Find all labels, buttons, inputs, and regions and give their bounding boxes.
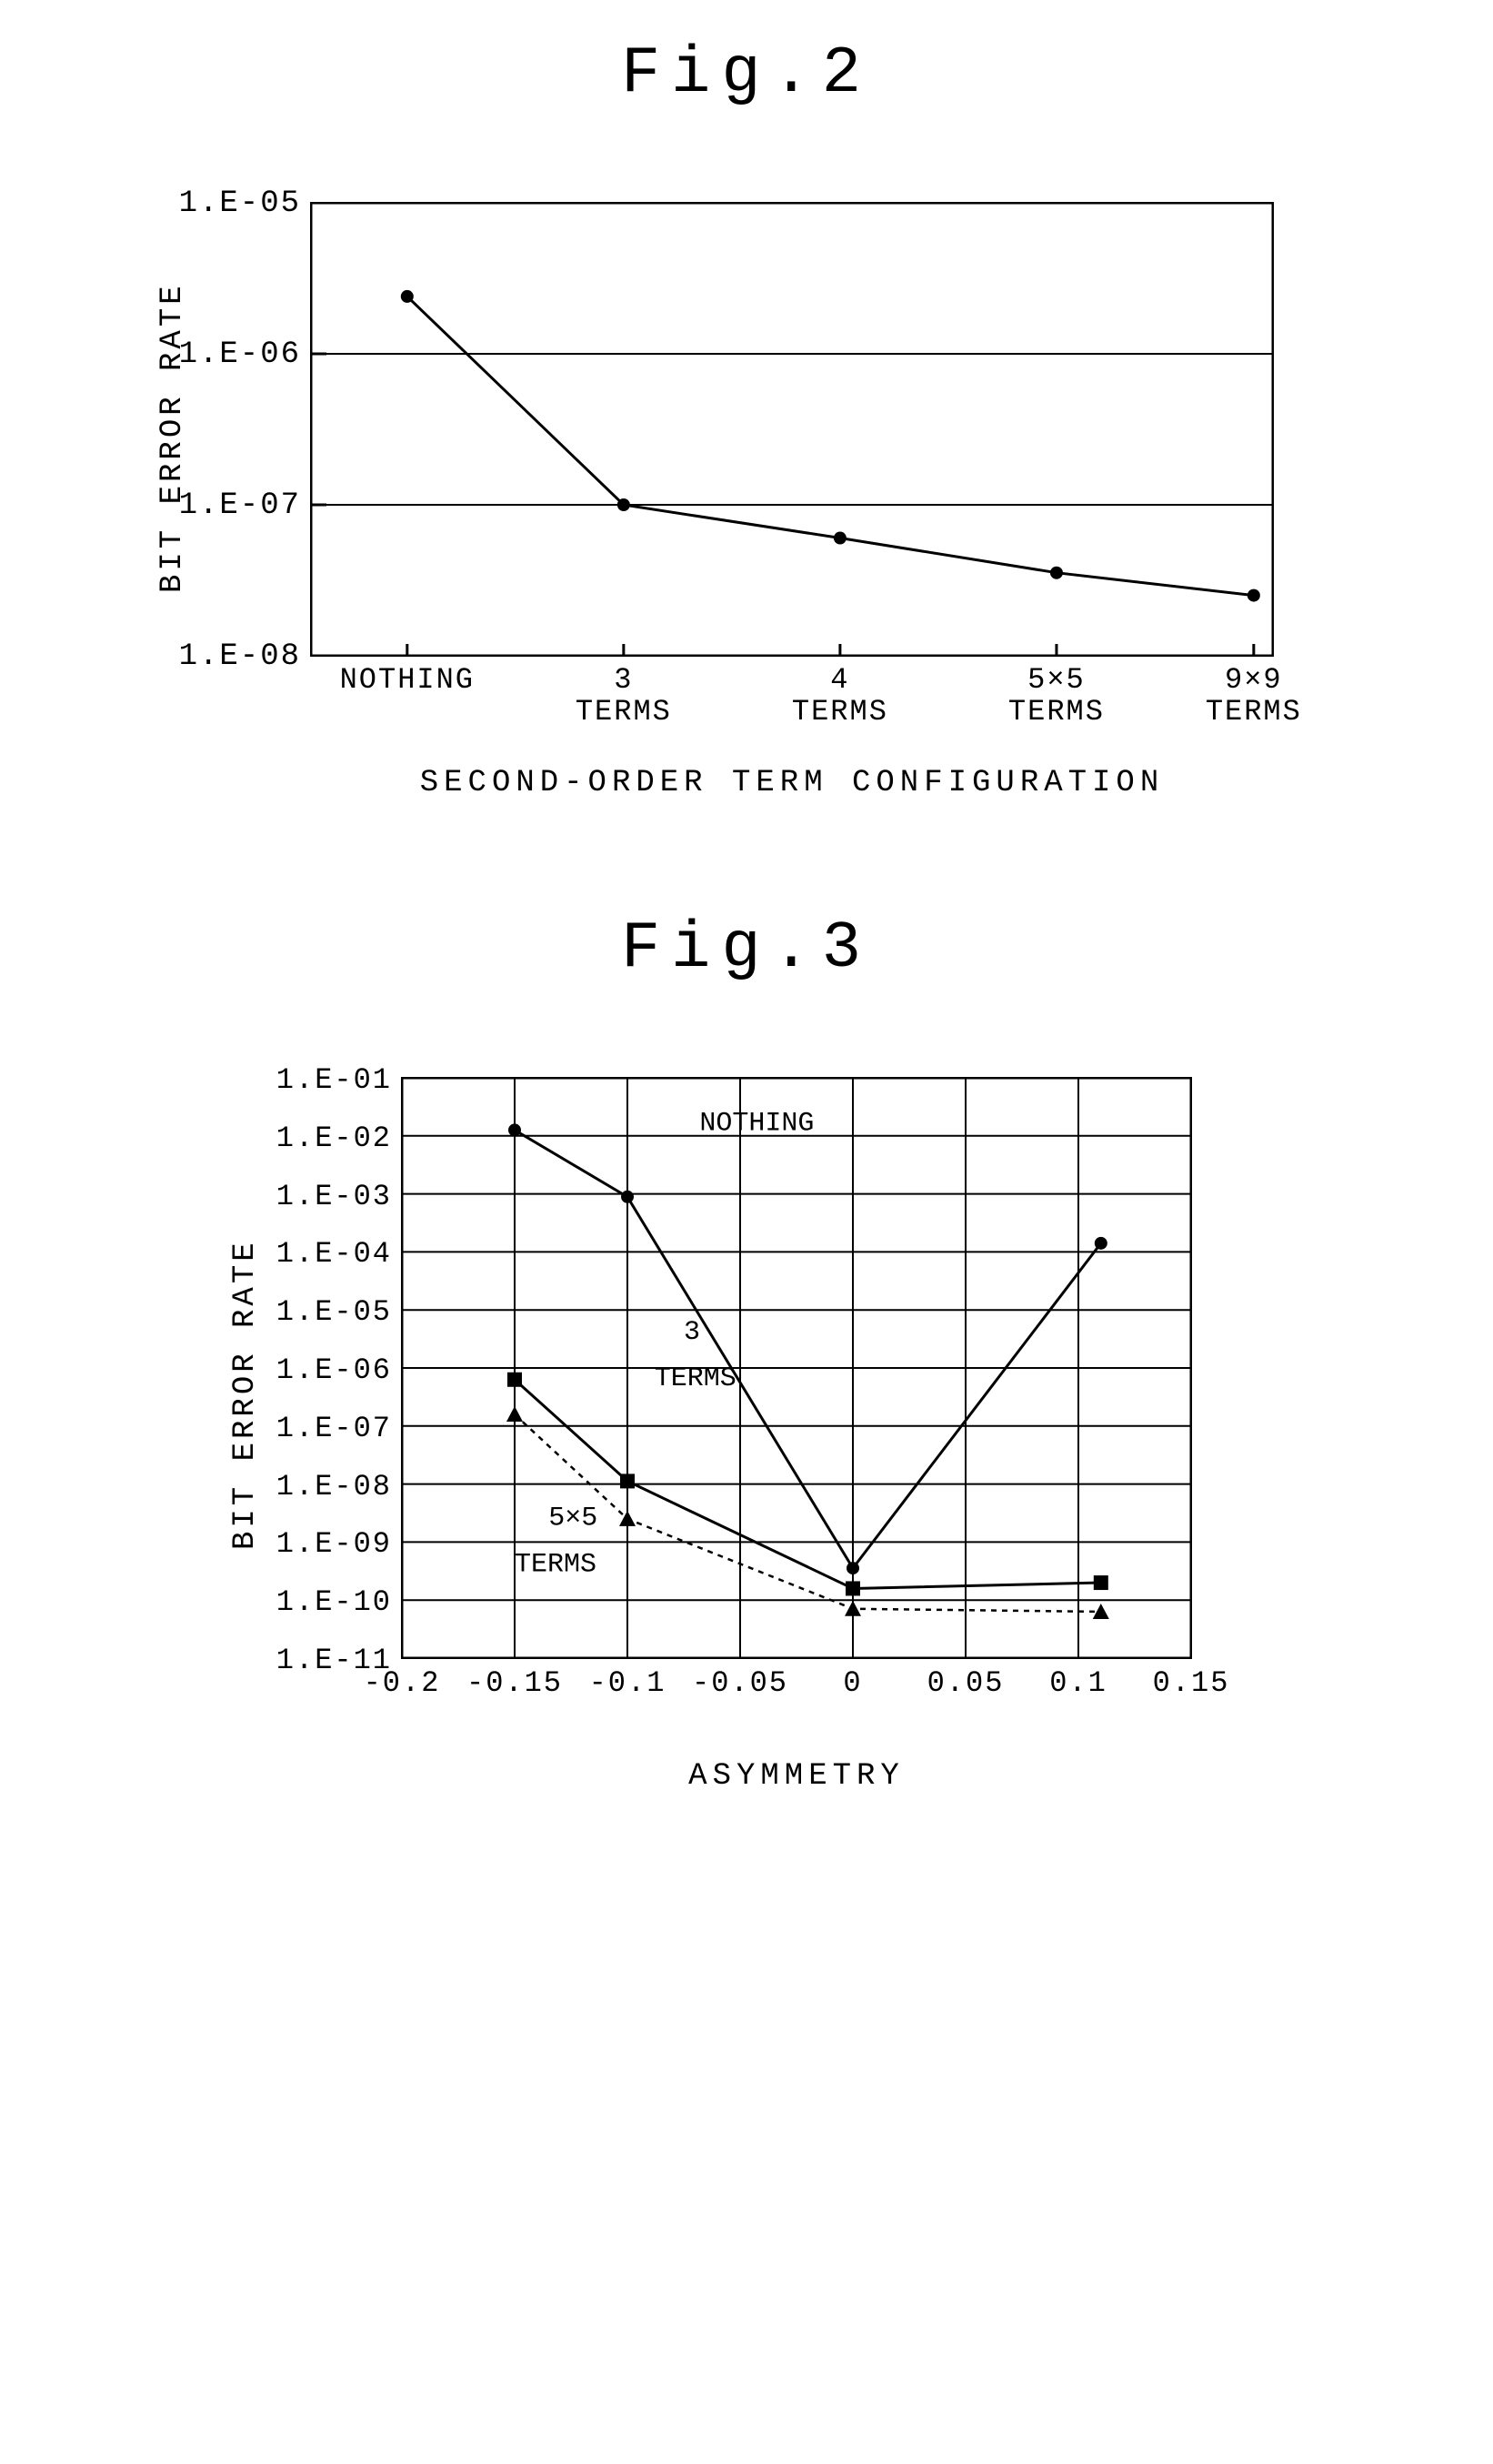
fig2-ytick: 1.E-06 xyxy=(165,337,301,372)
fig3-plot: NOTHING 3 TERMS 5×5 TERMS xyxy=(401,1077,1192,1659)
fig3-ytick: 1.E-09 xyxy=(256,1527,392,1561)
svg-text:5×5: 5×5 xyxy=(548,1503,597,1534)
svg-text:TERMS: TERMS xyxy=(515,1549,596,1580)
fig3-ytick: 1.E-08 xyxy=(256,1470,392,1504)
fig3-xtick: -0.15 xyxy=(465,1666,565,1700)
fig3-title: Fig.3 xyxy=(110,911,1383,986)
fig2-chart: BIT ERROR RATE 1.E-051.E-061.E-071.E-08 … xyxy=(310,202,1383,802)
fig2-plot xyxy=(310,202,1274,657)
fig3-ytick: 1.E-07 xyxy=(256,1412,392,1445)
fig2-title: Fig.2 xyxy=(110,36,1383,111)
fig3-ytick: 1.E-01 xyxy=(256,1063,392,1097)
fig2-ytick: 1.E-07 xyxy=(165,488,301,523)
fig3-ylabel: BIT ERROR RATE xyxy=(228,1239,263,1550)
fig3-ytick: 1.E-06 xyxy=(256,1353,392,1387)
fig2-xtick: 3 TERMS xyxy=(551,664,696,728)
fig2-xtick: NOTHING xyxy=(335,664,480,696)
fig3-ytick: 1.E-05 xyxy=(256,1295,392,1329)
fig3-ytick: 1.E-03 xyxy=(256,1180,392,1213)
svg-text:NOTHING: NOTHING xyxy=(699,1108,814,1139)
fig3-xlabel: ASYMMETRY xyxy=(401,1759,1192,1794)
fig3-ytick: 1.E-04 xyxy=(256,1237,392,1271)
fig3-xtick: 0.1 xyxy=(1028,1666,1128,1700)
fig2-xlabel: SECOND-ORDER TERM CONFIGURATION xyxy=(310,766,1274,800)
fig3-xtick: -0.2 xyxy=(352,1666,452,1700)
fig2-ytick: 1.E-08 xyxy=(165,639,301,674)
fig3-ytick: 1.E-10 xyxy=(256,1585,392,1619)
figure-3: Fig.3 BIT ERROR RATE 1.E-01 1.E-02 1.E-03 1… xyxy=(110,911,1383,1823)
fig3-chart: BIT ERROR RATE 1.E-011.E-021.E-031.E-041… xyxy=(401,1077,1383,1823)
fig3-xtick: -0.1 xyxy=(577,1666,677,1700)
fig2-ylabel: BIT ERROR RATE xyxy=(155,282,190,593)
fig2-xtick: 9×9 TERMS xyxy=(1181,664,1327,728)
fig2-xtick: 5×5 TERMS xyxy=(984,664,1129,728)
fig2-xtick: 4 TERMS xyxy=(767,664,913,728)
fig2-ytick: 1.E-05 xyxy=(165,186,301,221)
fig3-xtick: 0 xyxy=(803,1666,903,1700)
fig3-xtick: -0.05 xyxy=(690,1666,790,1700)
fig3-ytick: 1.E-02 xyxy=(256,1121,392,1155)
figure-2: Fig.2 BIT ERROR RATE 1.E-051.E-061.E-071… xyxy=(110,36,1383,802)
fig3-xtick: 0.15 xyxy=(1141,1666,1241,1700)
svg-text:3: 3 xyxy=(684,1317,700,1348)
svg-text:TERMS: TERMS xyxy=(655,1363,736,1394)
fig3-xtick: 0.05 xyxy=(916,1666,1016,1700)
